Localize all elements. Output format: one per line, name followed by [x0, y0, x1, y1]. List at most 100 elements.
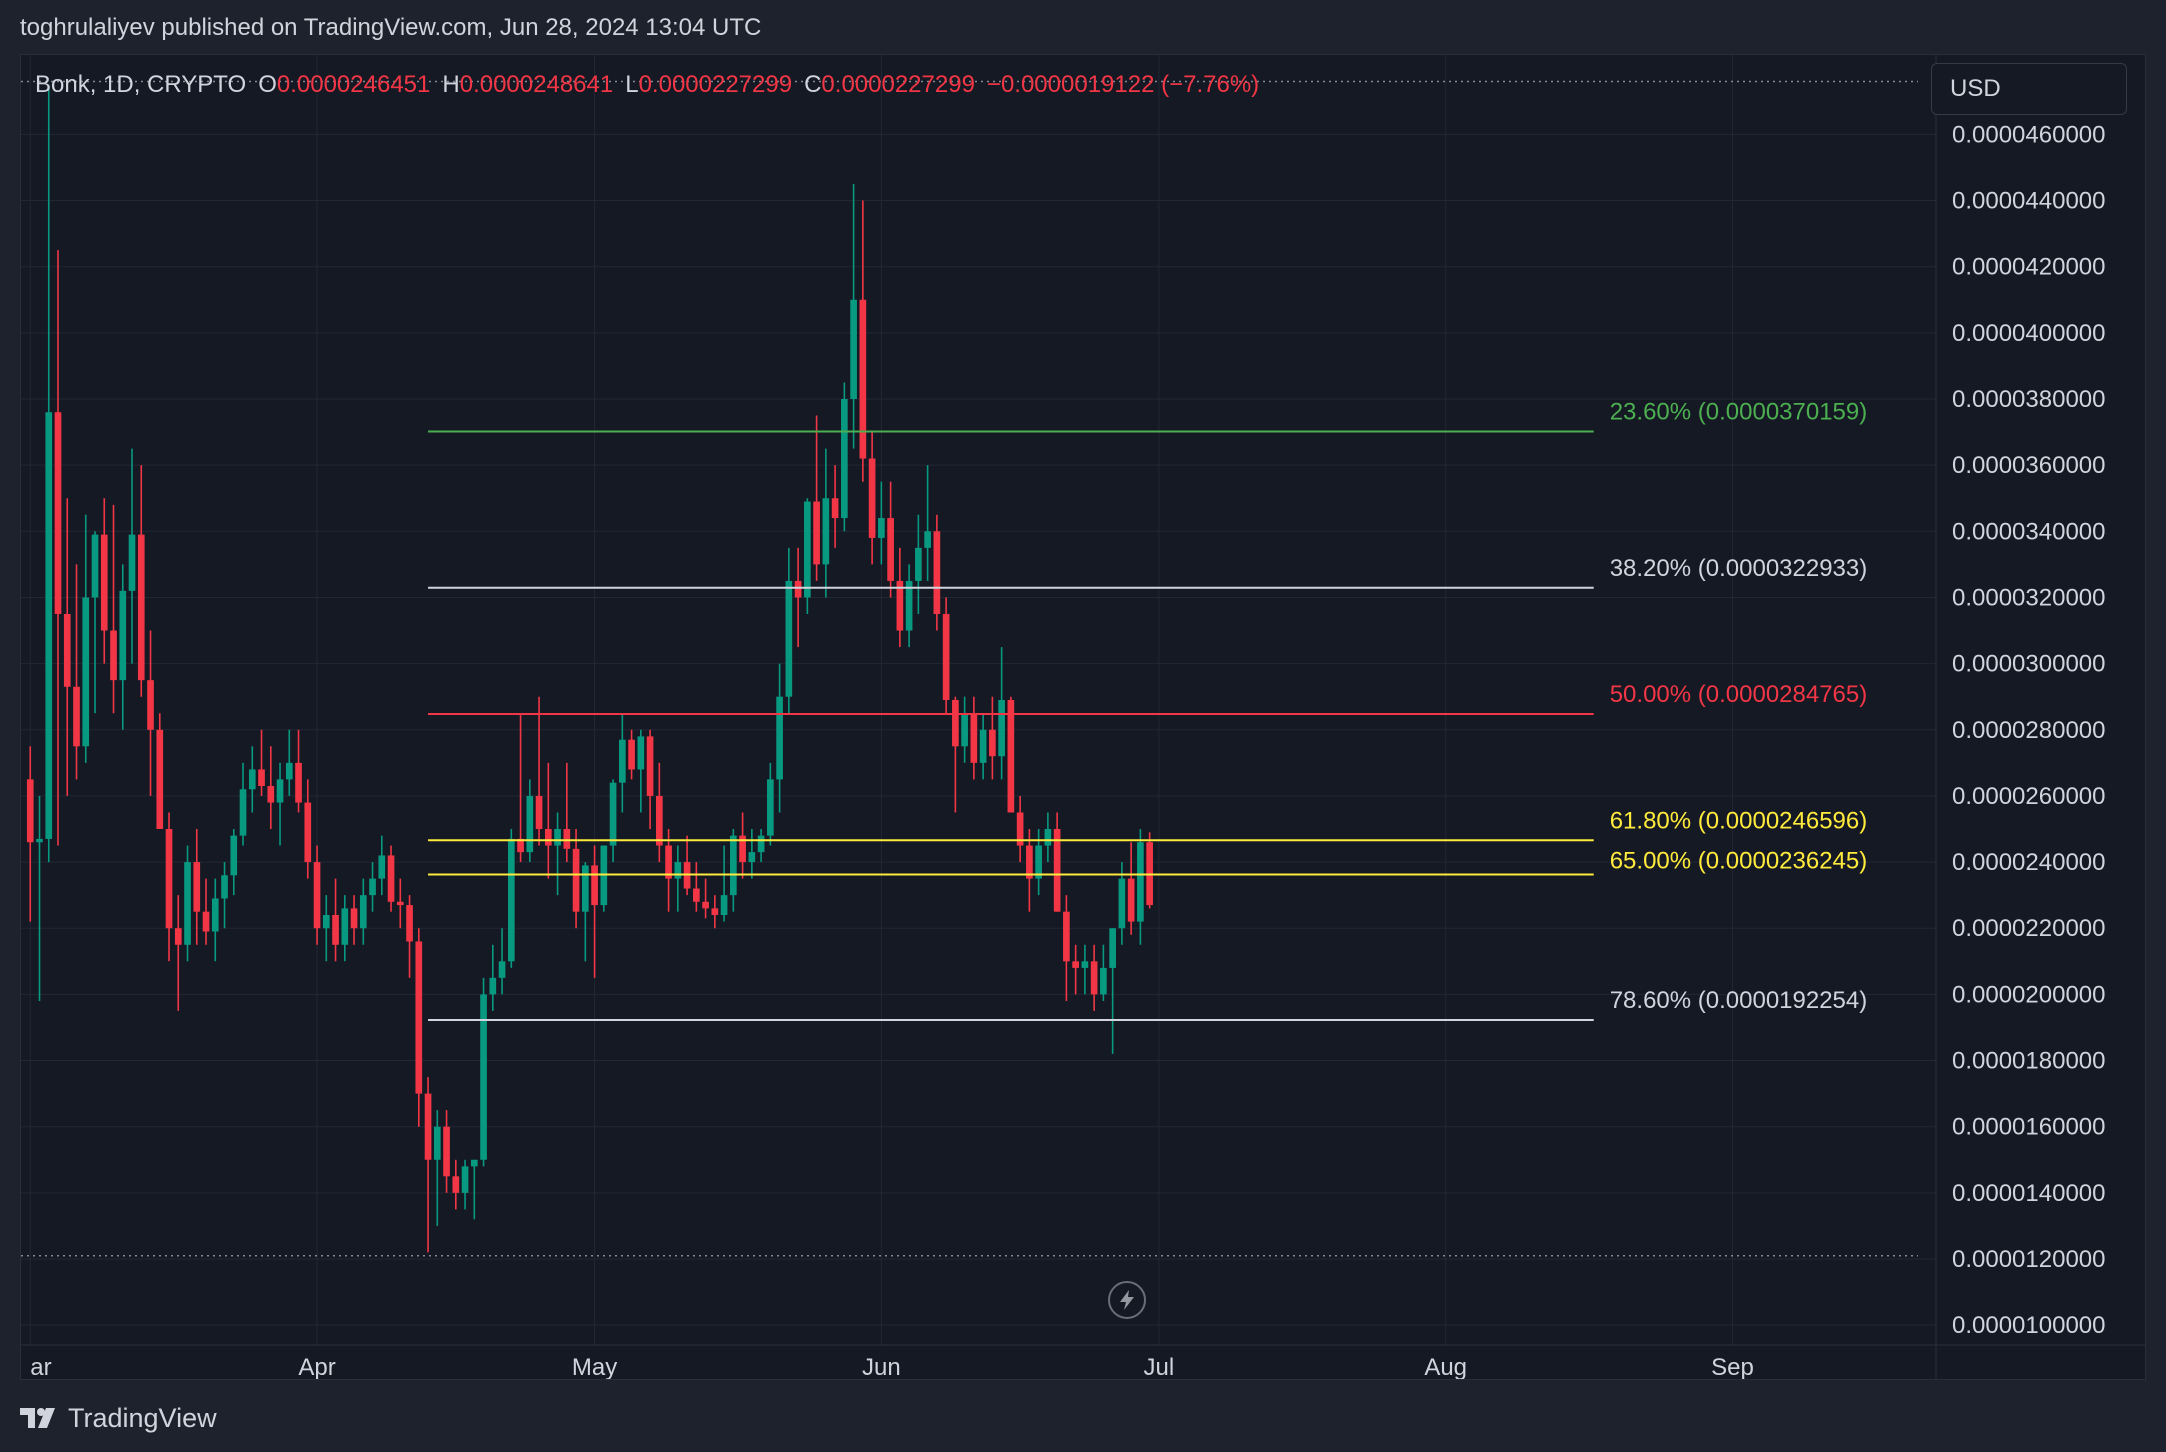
candle-body [443, 1126, 450, 1177]
candle-down [137, 465, 145, 697]
candle-down [535, 696, 543, 846]
candle-up [128, 448, 136, 664]
candle-up [915, 514, 922, 614]
currency-selector[interactable]: USD [1931, 63, 2127, 115]
candle-body [396, 901, 404, 906]
candle-up [378, 835, 386, 896]
candle-body [591, 865, 598, 906]
candle-body [535, 795, 543, 829]
candle-body [193, 862, 201, 912]
candle-body [230, 835, 238, 876]
candle-up [609, 779, 617, 863]
low-label: L [625, 71, 639, 98]
candle-body [674, 862, 682, 879]
candle-up [581, 862, 589, 962]
candle-down [193, 829, 201, 945]
candle-down [1016, 795, 1024, 863]
candle-body [1137, 842, 1144, 922]
candle-up [961, 696, 968, 763]
candle-body [544, 829, 552, 846]
candle-body [979, 729, 987, 763]
time-tick-label: Jun [862, 1354, 901, 1380]
candle-body [184, 862, 191, 945]
candle-down [1053, 812, 1061, 912]
candle-up [1109, 928, 1116, 1054]
candle-up [119, 564, 127, 730]
candle-body [572, 848, 580, 912]
lightning-icon[interactable] [1108, 1281, 1146, 1319]
candle-down [711, 895, 719, 929]
candle-up [489, 944, 497, 1011]
candle-up [1081, 944, 1089, 995]
low-value: 0.0000227299 [638, 71, 793, 98]
candle-body [693, 888, 700, 902]
candle-down [517, 713, 524, 863]
time-tick-label: Jul [1144, 1354, 1175, 1380]
candle-down [702, 878, 709, 919]
fib-level: 65.00% (0.0000236245) [428, 847, 1867, 876]
candle-body [507, 838, 515, 962]
candle-up [979, 713, 987, 780]
chart-frame[interactable]: 23.60% (0.0000370159) 38.20% (0.000032293… [20, 54, 2146, 1380]
publisher-attribution: toghrulaliyev published on TradingView.c… [20, 14, 762, 41]
price-tick-label: 0.0000400000 [1952, 320, 2106, 347]
candle-up [230, 829, 238, 896]
candle-up [248, 746, 256, 813]
candle-body [341, 908, 349, 945]
fib-level: 61.80% (0.0000246596) [428, 807, 1868, 842]
fib-level: 38.20% (0.0000322933) [428, 555, 1867, 589]
price-tick-label: 0.0000200000 [1952, 981, 2106, 1008]
candle-body [581, 865, 589, 912]
candle-body [26, 779, 34, 843]
fib-level: 50.00% (0.0000284765) [428, 681, 1867, 716]
candle-body [36, 838, 43, 843]
time-tick-label: Sep [1711, 1354, 1754, 1380]
candle-up [82, 514, 90, 763]
open-label: O [258, 71, 277, 98]
candle-body [646, 736, 654, 796]
candle-body [119, 590, 127, 681]
candle-down [54, 250, 62, 846]
candle-down [563, 762, 571, 863]
candle-body [304, 802, 312, 863]
candle-body [100, 534, 108, 631]
candlestick-chart[interactable]: 23.60% (0.0000370159) 38.20% (0.000032293… [21, 55, 2146, 1380]
tradingview-logo[interactable]: TradingView [20, 1400, 217, 1436]
candle-body [424, 1093, 432, 1160]
candle-body [915, 547, 922, 581]
candle-up [850, 184, 857, 449]
candle-body [45, 412, 53, 839]
candle-body [822, 498, 830, 565]
brand-name: TradingView [68, 1402, 217, 1433]
candle-down [933, 514, 941, 631]
price-tick-label: 0.0000420000 [1952, 254, 2106, 281]
fib-level-label: 61.80% (0.0000246596) [1610, 807, 1868, 834]
candles [26, 84, 1153, 1253]
candle-up [924, 465, 931, 581]
candle-body [452, 1176, 460, 1193]
candle-body [1026, 845, 1033, 879]
candle-down [1146, 832, 1153, 909]
time-tick-label: Apr [298, 1354, 335, 1380]
ohlc-legend: Bonk, 1D, CRYPTO O0.0000246451 H0.00002486… [35, 71, 1259, 99]
candle-body [656, 795, 663, 846]
fib-level: 78.60% (0.0000192254) [428, 987, 1867, 1022]
candle-up [1118, 862, 1126, 945]
candle-body [91, 534, 99, 598]
candle-body [137, 534, 145, 681]
candle-body [461, 1166, 469, 1193]
price-tick-label: 0.0000160000 [1952, 1114, 2106, 1141]
candle-up [1044, 812, 1052, 863]
candle-body [794, 580, 802, 598]
candle-body [1035, 845, 1042, 879]
candle-body [332, 915, 339, 945]
candle-body [813, 501, 820, 565]
candle-down [859, 200, 867, 482]
candle-down [970, 696, 978, 780]
candle-up [637, 729, 645, 813]
candle-down [26, 746, 34, 922]
candle-down [1090, 944, 1098, 1011]
candle-body [618, 739, 626, 783]
candle-down [396, 878, 404, 929]
candle-up [239, 762, 247, 846]
